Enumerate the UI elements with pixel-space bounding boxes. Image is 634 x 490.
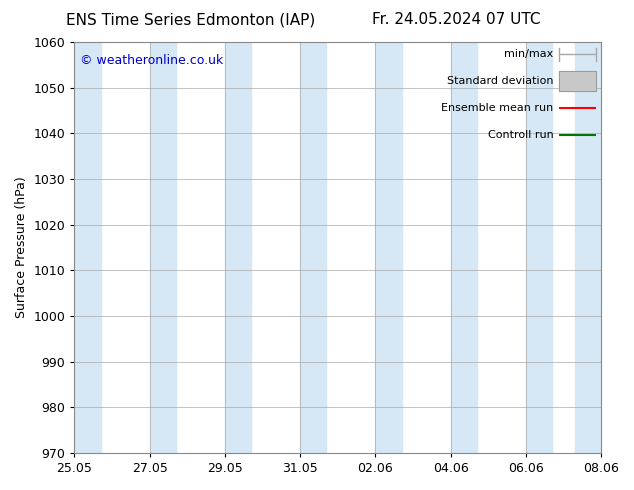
Text: Fr. 24.05.2024 07 UTC: Fr. 24.05.2024 07 UTC [372, 12, 541, 27]
Bar [575, 42, 601, 453]
Bar [150, 42, 176, 453]
Bar [559, 71, 596, 91]
Bar [526, 42, 552, 453]
Bar [451, 42, 477, 453]
Y-axis label: Surface Pressure (hPa): Surface Pressure (hPa) [15, 176, 28, 318]
Bar [375, 42, 402, 453]
Bar [300, 42, 327, 453]
Text: Standard deviation: Standard deviation [447, 76, 553, 86]
Bar [74, 42, 101, 453]
Text: min/max: min/max [505, 49, 553, 59]
Text: Ensemble mean run: Ensemble mean run [441, 103, 553, 113]
Bar [559, 71, 596, 91]
Bar [225, 42, 251, 453]
Text: ENS Time Series Edmonton (IAP): ENS Time Series Edmonton (IAP) [65, 12, 315, 27]
Text: Controll run: Controll run [488, 129, 553, 140]
Text: © weatheronline.co.uk: © weatheronline.co.uk [80, 54, 223, 68]
